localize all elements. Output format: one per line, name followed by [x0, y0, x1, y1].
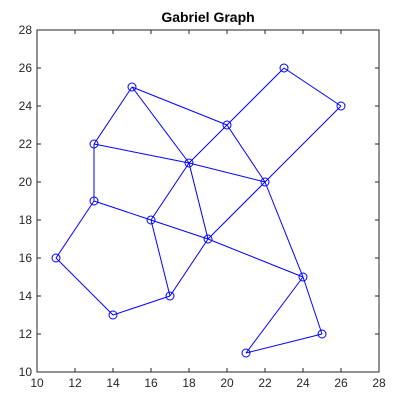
- graph-edge: [264, 181, 304, 278]
- graph-node-marker: [260, 177, 270, 187]
- graph-edge: [226, 67, 285, 126]
- y-tick-label: 26: [19, 61, 33, 75]
- x-tick-label: 18: [182, 376, 196, 390]
- x-tick-label: 16: [144, 376, 158, 390]
- graph-edge: [93, 143, 190, 164]
- y-tick-label: 20: [19, 175, 33, 189]
- graph-edge: [207, 238, 304, 278]
- x-tick-label: 22: [258, 376, 272, 390]
- x-tick-label: 12: [68, 376, 82, 390]
- graph-node-marker: [51, 253, 61, 263]
- graph-node-marker: [298, 272, 308, 282]
- graph-node-marker: [279, 63, 289, 73]
- graph-edge: [150, 219, 171, 297]
- graph-edge: [131, 86, 228, 126]
- y-tick-label: 16: [19, 251, 33, 265]
- graph-edge: [226, 124, 266, 183]
- graph-node-marker: [165, 291, 175, 301]
- y-tick-label: 22: [19, 137, 33, 151]
- x-tick-label: 26: [334, 376, 348, 390]
- graph-edge: [55, 257, 114, 316]
- x-tick-label: 20: [220, 376, 234, 390]
- graph-edge: [245, 276, 304, 354]
- graph-node-marker: [89, 196, 99, 206]
- graph-edge: [188, 124, 228, 164]
- chart-title: Gabriel Graph: [161, 9, 254, 25]
- graph-edge: [245, 333, 323, 354]
- graph-node-marker: [222, 120, 232, 130]
- y-tick-label: 24: [19, 99, 33, 113]
- edges-layer: [55, 67, 342, 354]
- x-tick-label: 24: [296, 376, 310, 390]
- graph-edge: [302, 276, 323, 335]
- graph-edge: [150, 219, 209, 240]
- graph-node-marker: [336, 101, 346, 111]
- y-tick-label: 14: [19, 289, 33, 303]
- graph-edge: [112, 295, 171, 316]
- graph-node-marker: [203, 234, 213, 244]
- graph-edge: [264, 105, 342, 183]
- graph-edge: [131, 86, 190, 164]
- ticks-layer: 10 12 14 16 18 20 22 24 26 28 10 12 14 16 18 20 22 24 26 28: [19, 23, 386, 390]
- graph-edge: [188, 162, 266, 183]
- graph-edge: [55, 200, 95, 259]
- plot-box: [36, 29, 380, 373]
- graph-node-marker: [108, 310, 118, 320]
- graph-edge: [283, 67, 342, 107]
- nodes-layer: [51, 63, 346, 358]
- y-tick-label: 12: [19, 327, 33, 341]
- graph-node-marker: [241, 348, 251, 358]
- x-tick-label: 28: [372, 376, 386, 390]
- y-tick-label: 28: [19, 23, 33, 37]
- y-tick-label: 10: [19, 365, 33, 379]
- graph-edge: [93, 200, 152, 221]
- x-tick-label: 14: [106, 376, 120, 390]
- graph-edge: [93, 86, 133, 145]
- graph-edge: [150, 162, 190, 221]
- x-tick-label: 10: [30, 376, 44, 390]
- graph-edge: [188, 162, 209, 240]
- graph-edge: [169, 238, 209, 297]
- axes-layer: [36, 29, 380, 373]
- graph-node-marker: [127, 82, 137, 92]
- graph-node-marker: [89, 139, 99, 149]
- graph-node-marker: [317, 329, 327, 339]
- y-tick-label: 18: [19, 213, 33, 227]
- graph-edge: [207, 181, 266, 240]
- graph-node-marker: [184, 158, 194, 168]
- graph-node-marker: [146, 215, 156, 225]
